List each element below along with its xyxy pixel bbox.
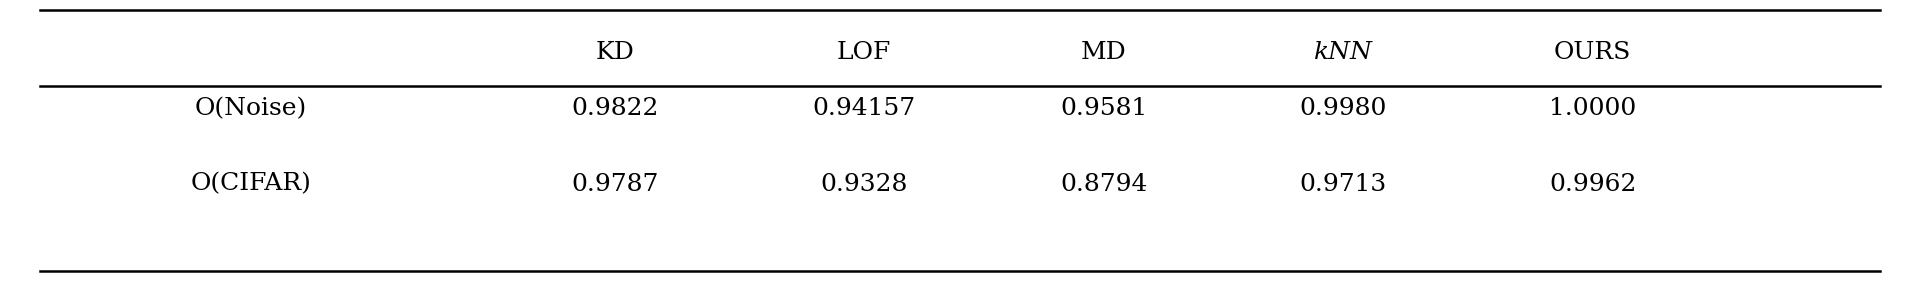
Text: 0.9787: 0.9787: [572, 173, 659, 196]
Text: 1.0000: 1.0000: [1549, 97, 1636, 120]
Text: 0.94157: 0.94157: [812, 97, 916, 120]
Text: 0.9980: 0.9980: [1300, 97, 1386, 120]
Text: KD: KD: [595, 41, 634, 64]
Text: 0.8794: 0.8794: [1060, 173, 1148, 196]
Text: kNN: kNN: [1313, 41, 1373, 64]
Text: 0.9328: 0.9328: [820, 173, 908, 196]
Text: O(CIFAR): O(CIFAR): [190, 173, 311, 196]
Text: LOF: LOF: [837, 41, 891, 64]
Text: 0.9822: 0.9822: [572, 97, 659, 120]
Text: O(Noise): O(Noise): [194, 97, 307, 120]
Text: OURS: OURS: [1553, 41, 1632, 64]
Text: 0.9713: 0.9713: [1300, 173, 1386, 196]
Text: MD: MD: [1081, 41, 1127, 64]
Text: 0.9581: 0.9581: [1060, 97, 1148, 120]
Text: 0.9962: 0.9962: [1549, 173, 1636, 196]
